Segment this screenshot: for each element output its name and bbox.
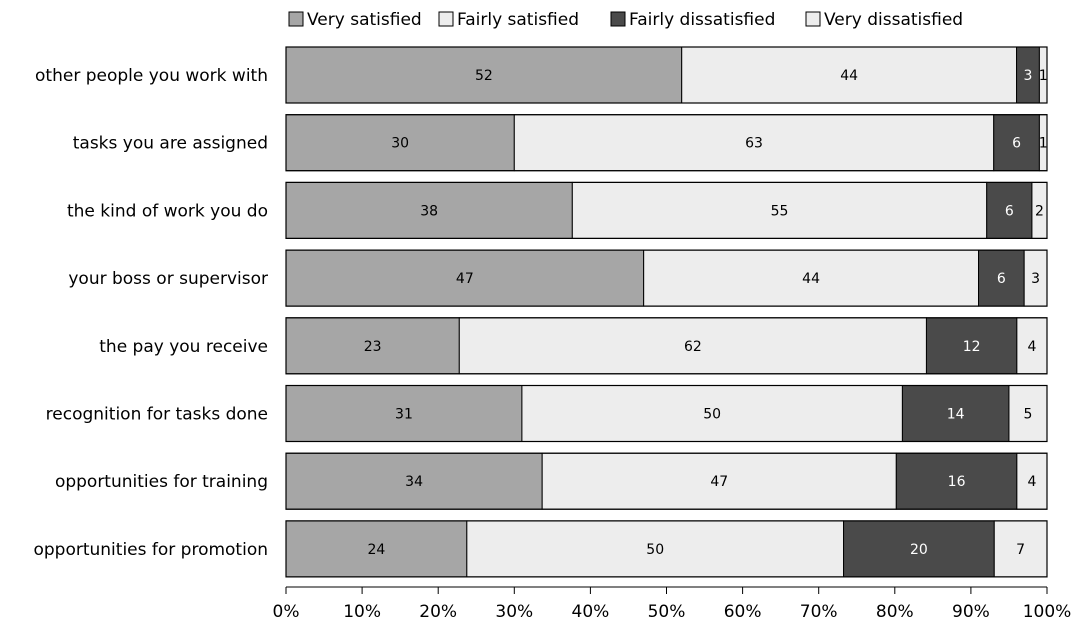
legend-swatch-very-dissatisfied <box>805 11 821 27</box>
category-label: the pay you receive <box>99 337 268 357</box>
bar-segment-very-satisfied <box>285 317 460 375</box>
bar-segment-fairly-satisfied <box>541 452 897 510</box>
data-label: 38 <box>420 203 438 219</box>
x-tick-label: 50% <box>648 602 686 622</box>
category-label: tasks you are assigned <box>73 134 268 154</box>
data-label: 7 <box>1016 542 1025 558</box>
data-label: 50 <box>646 542 664 558</box>
data-label: 16 <box>948 474 966 490</box>
bar-row-opportunities-for-training: 34 47 16 4 <box>285 452 1048 510</box>
bar-row-opportunities-for-promotion: 24 50 20 7 <box>285 520 1048 578</box>
bar-segment-very-satisfied <box>285 249 645 307</box>
data-label: 4 <box>1027 339 1036 355</box>
data-label: 23 <box>364 339 382 355</box>
bar-row-tasks-you-are-assigned: 30 63 6 1 <box>285 114 1048 172</box>
bar-outline <box>285 249 1048 307</box>
bar-segment-very-satisfied <box>285 181 573 239</box>
x-tick-label: 90% <box>952 602 990 622</box>
bar-row-other-people-you-work-with: 52 44 3 1 <box>285 46 1048 104</box>
data-label: 6 <box>997 271 1006 287</box>
x-tick-label: 0% <box>273 602 300 622</box>
bar-row-the-kind-of-work-you-do: 38 55 6 2 <box>285 181 1048 239</box>
x-tick-label: 30% <box>495 602 533 622</box>
data-label: 50 <box>703 407 721 423</box>
x-tick-label: 20% <box>419 602 457 622</box>
data-label: 1 <box>1039 136 1048 152</box>
category-label: opportunities for promotion <box>33 540 268 560</box>
legend-swatch-very-satisfied <box>288 11 304 27</box>
legend-label-very-satisfied: Very satisfied <box>307 10 422 30</box>
bar-row-your-boss-or-supervisor: 47 44 6 3 <box>285 249 1048 307</box>
bar-segment-very-satisfied <box>285 452 543 510</box>
legend-label-fairly-dissatisfied: Fairly dissatisfied <box>629 10 775 30</box>
legend: Very satisfied Fairly satisfied Fairly dis… <box>288 10 963 30</box>
bar-row-recognition-for-tasks-done: 31 50 14 5 <box>285 384 1048 443</box>
bar-segment-fairly-satisfied <box>681 46 1018 104</box>
bar-segment-fairly-dissatisfied <box>986 181 1033 239</box>
data-label: 24 <box>368 542 386 558</box>
data-label: 62 <box>684 339 702 355</box>
bar-outline <box>285 46 1048 104</box>
data-label: 44 <box>802 271 820 287</box>
bar-segment-fairly-dissatisfied <box>895 452 1018 510</box>
bar-segment-very-satisfied <box>285 520 468 578</box>
bar-segment-fairly-dissatisfied <box>901 385 1010 442</box>
category-label: other people you work with <box>35 66 268 86</box>
data-label: 47 <box>710 474 728 490</box>
bars: 52 44 3 130 63 6 138 55 6 247 44 6 323 62 12 431 50 14 534… <box>285 46 1048 578</box>
data-label: 2 <box>1035 203 1044 219</box>
data-label: 12 <box>963 339 981 355</box>
bar-outline <box>285 114 1048 172</box>
data-label: 52 <box>475 68 493 84</box>
data-label: 3 <box>1031 271 1040 287</box>
bar-row-the-pay-you-receive: 23 62 12 4 <box>285 317 1048 375</box>
category-label: the kind of work you do <box>67 201 268 221</box>
data-label: 47 <box>456 271 474 287</box>
bar-segment-fairly-dissatisfied <box>925 317 1018 375</box>
data-label: 3 <box>1024 68 1033 84</box>
bar-segment-fairly-satisfied <box>458 317 927 375</box>
bar-segment-fairly-dissatisfied <box>993 114 1040 172</box>
data-label: 34 <box>405 474 423 490</box>
x-tick-label: 10% <box>343 602 381 622</box>
data-label: 6 <box>1005 203 1014 219</box>
legend-label-very-dissatisfied: Very dissatisfied <box>824 10 963 30</box>
data-label: 5 <box>1024 407 1033 423</box>
bar-outline <box>285 181 1048 239</box>
data-label: 20 <box>910 542 928 558</box>
x-tick-label: 80% <box>876 602 914 622</box>
category-label: your boss or supervisor <box>68 269 268 289</box>
bar-segment-very-dissatisfied <box>1016 317 1048 375</box>
data-label: 1 <box>1039 68 1048 84</box>
x-axis: 0% 10% 20% 30% 40% 50% 60% 70% 80% 90% 100% <box>273 586 1072 622</box>
data-label: 63 <box>745 136 763 152</box>
bar-outline <box>285 317 1048 375</box>
data-label: 4 <box>1027 474 1036 490</box>
data-label: 30 <box>391 136 409 152</box>
x-tick-label: 60% <box>724 602 762 622</box>
data-label: 31 <box>395 407 413 423</box>
legend-label-fairly-satisfied: Fairly satisfied <box>457 10 579 30</box>
bar-segment-very-satisfied <box>285 46 683 104</box>
category-label: opportunities for training <box>55 472 268 492</box>
category-labels: other people you work with tasks you are … <box>33 66 268 560</box>
x-tick-label: 40% <box>572 602 610 622</box>
bar-outline <box>285 452 1048 510</box>
data-label: 6 <box>1012 136 1021 152</box>
x-tick-label: 70% <box>800 602 838 622</box>
category-label: recognition for tasks done <box>46 405 268 425</box>
bar-outline <box>285 520 1048 578</box>
bar-outline <box>285 384 1048 443</box>
legend-swatch-fairly-dissatisfied <box>610 11 626 27</box>
data-label: 14 <box>947 407 965 423</box>
data-label: 55 <box>771 203 789 219</box>
x-tick-label: 100% <box>1023 602 1072 622</box>
data-label: 44 <box>840 68 858 84</box>
legend-swatch-fairly-satisfied <box>438 11 454 27</box>
